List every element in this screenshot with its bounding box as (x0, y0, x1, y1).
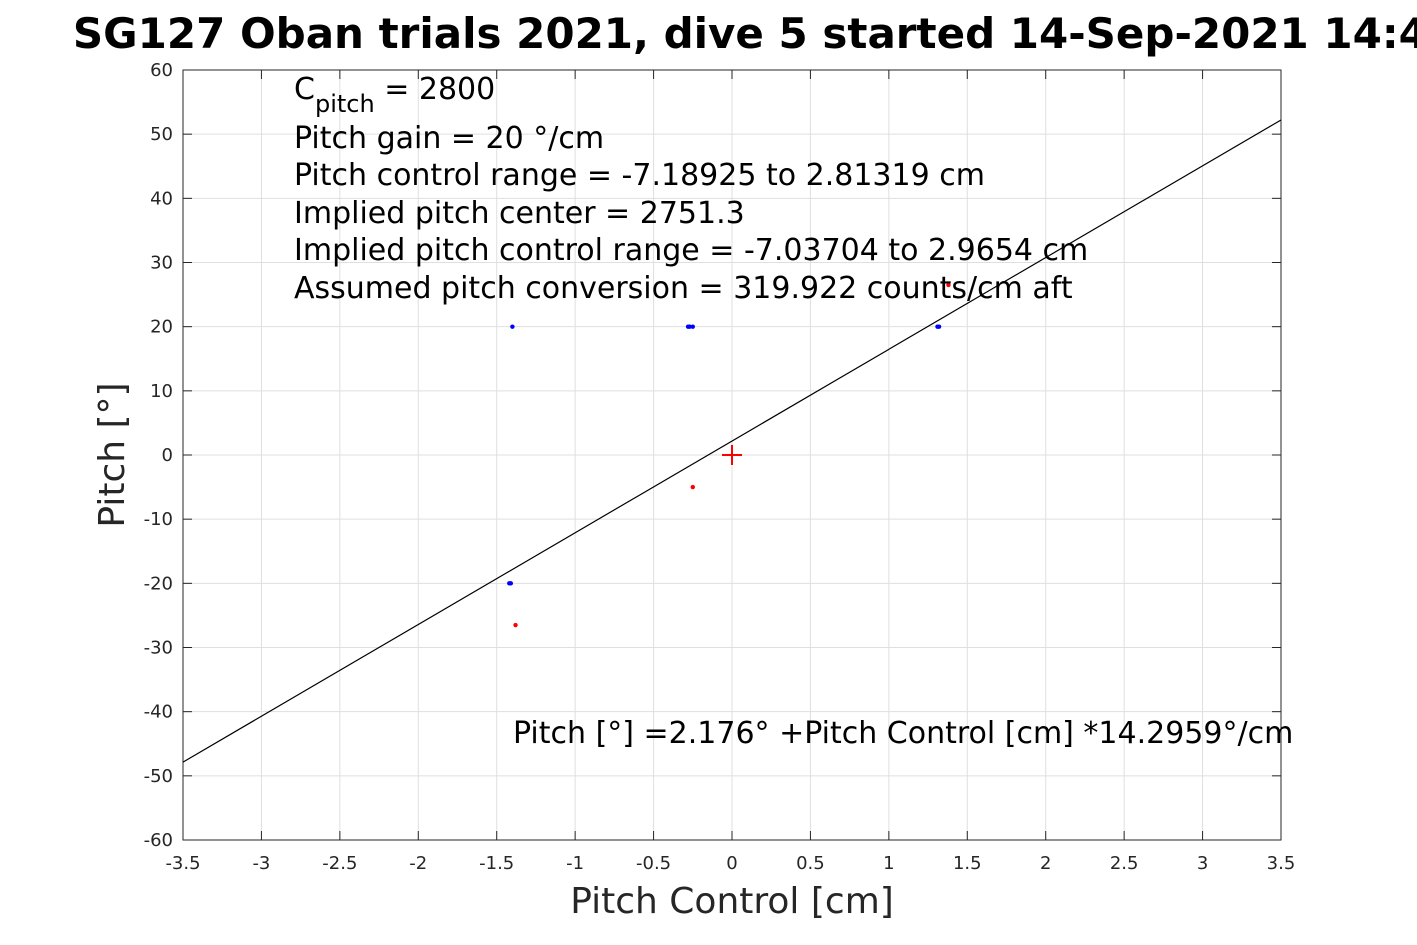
fit-equation-text: Pitch [°] =2.176° +Pitch Control [cm] *1… (513, 716, 1293, 751)
x-tick-label: 3.5 (1267, 853, 1296, 874)
x-tick-label: -2.5 (322, 853, 357, 874)
y-tick-label: 40 (150, 188, 173, 209)
y-tick-labels: -60 -50 -40 -30 -20 -10 0 10 20 30 40 50 60 (144, 60, 173, 851)
tick-marks (182, 69, 1282, 841)
fit-line (182, 119, 1282, 763)
x-tick-label: 1 (883, 853, 894, 874)
x-tick-labels: -3.5 -3 -2.5 -2 -1.5 -1 -0.5 0 0.5 1 1.5 2 2.5 3 3.5 (165, 853, 1295, 874)
y-tick-label: 20 (150, 317, 173, 338)
red-data-point (690, 484, 695, 490)
y-tick-label: 50 (150, 124, 173, 145)
blue-data-point (936, 324, 942, 329)
y-tick-label: -60 (144, 830, 173, 851)
implied-pitch-control-range-text: Implied pitch control range = -7.03704 t… (294, 233, 1088, 268)
pitch-control-range-text: Pitch control range = -7.18925 to 2.8131… (294, 158, 985, 193)
implied-pitch-center-text: Implied pitch center = 2751.3 (294, 196, 745, 231)
red-data-point (513, 622, 518, 628)
cpitch-subscript: pitch (315, 90, 375, 118)
x-tick-label: -1 (566, 853, 584, 874)
y-tick-label: 60 (150, 60, 173, 81)
x-tick-label: -1.5 (479, 853, 514, 874)
assumed-pitch-conversion-text: Assumed pitch conversion = 319.922 count… (294, 271, 1073, 306)
chart-title: SG127 Oban trials 2021, dive 5 started 1… (73, 9, 1417, 58)
x-tick-label: -3 (252, 853, 270, 874)
cpitch-annotation: Cpitch = 2800 (294, 72, 495, 118)
y-tick-label: 30 (150, 253, 173, 274)
fit-line-group (182, 119, 1282, 763)
y-tick-label: -50 (144, 766, 173, 787)
x-tick-label: -0.5 (636, 853, 671, 874)
annotation-block: Cpitch = 2800 Pitch gain = 20 °/cm Pitch… (294, 72, 1088, 306)
x-tick-label: 3 (1197, 853, 1208, 874)
center-marker-group (722, 445, 742, 465)
x-axis-label: Pitch Control [cm] (570, 881, 894, 922)
data-points (507, 282, 951, 628)
y-tick-label: -20 (144, 573, 173, 594)
blue-data-point (690, 324, 695, 329)
x-tick-label: -3.5 (165, 853, 200, 874)
cpitch-symbol: C (294, 72, 315, 107)
blue-data-point (507, 581, 512, 586)
y-tick-label: 0 (162, 445, 173, 466)
x-tick-label: 1.5 (953, 853, 982, 874)
red-data-point (946, 282, 951, 288)
x-tick-label: 2 (1040, 853, 1051, 874)
plot-frame (182, 69, 1282, 841)
blue-data-point (510, 324, 515, 329)
x-tick-label: 0 (726, 853, 737, 874)
y-tick-label: -10 (144, 509, 173, 530)
cpitch-value: = 2800 (375, 72, 496, 107)
x-tick-label: 0.5 (796, 853, 825, 874)
y-axis-label: Pitch [°] (92, 382, 133, 527)
y-tick-label: -30 (144, 638, 173, 659)
x-tick-label: -2 (409, 853, 427, 874)
blue-data-point (687, 324, 692, 329)
y-tick-label: 10 (150, 381, 173, 402)
pitch-gain-text: Pitch gain = 20 °/cm (294, 121, 604, 156)
x-tick-label: 2.5 (1110, 853, 1139, 874)
y-tick-label: -40 (144, 702, 173, 723)
